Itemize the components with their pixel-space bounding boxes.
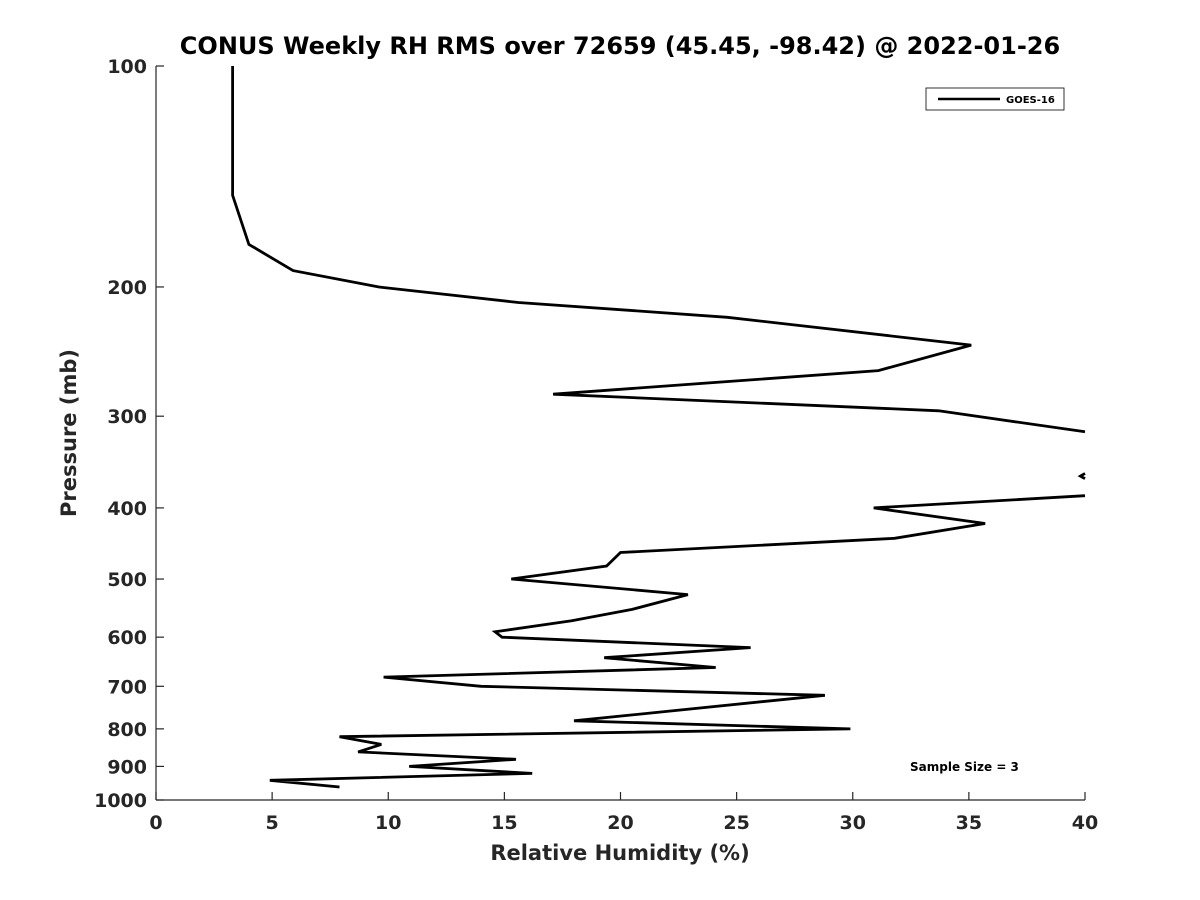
series-line-goes-16 [231, 66, 1086, 434]
y-tick-label: 400 [107, 498, 147, 520]
y-ticks: 100 200 300 400 500 600 700 800 900 1000 [94, 56, 164, 812]
sample-size-annotation: Sample Size = 3 [910, 760, 1019, 774]
legend: GOES-16 [925, 87, 1065, 111]
y-tick-label: 900 [107, 756, 147, 778]
x-axis-label: Relative Humidity (%) [490, 841, 749, 865]
x-tick-label: 15 [491, 812, 517, 834]
y-tick-label: 200 [107, 277, 147, 299]
legend-label-goes-16: GOES-16 [1006, 95, 1055, 106]
x-tick-label: 0 [149, 812, 162, 834]
chart-title: CONUS Weekly RH RMS over 72659 (45.45, -… [180, 32, 1060, 60]
x-tick-label: 5 [266, 812, 279, 834]
y-tick-label: 700 [107, 676, 147, 698]
series-line-goes-16 [1077, 472, 1086, 480]
x-tick-label: 30 [840, 812, 866, 834]
x-ticks: 0 5 10 15 20 25 30 35 40 [149, 792, 1098, 834]
series-layer [231, 66, 1086, 789]
y-tick-label: 100 [107, 56, 147, 78]
x-tick-label: 20 [607, 812, 633, 834]
x-tick-label: 10 [375, 812, 401, 834]
y-tick-label: 1000 [94, 790, 147, 812]
x-tick-label: 35 [956, 812, 982, 834]
y-tick-label: 300 [107, 406, 147, 428]
y-tick-label: 600 [107, 627, 147, 649]
x-tick-label: 40 [1072, 812, 1098, 834]
x-tick-label: 25 [723, 812, 749, 834]
y-axis-label: Pressure (mb) [57, 349, 81, 517]
y-tick-label: 800 [107, 719, 147, 741]
series-line-goes-16 [269, 494, 1086, 789]
y-tick-label: 500 [107, 569, 147, 591]
